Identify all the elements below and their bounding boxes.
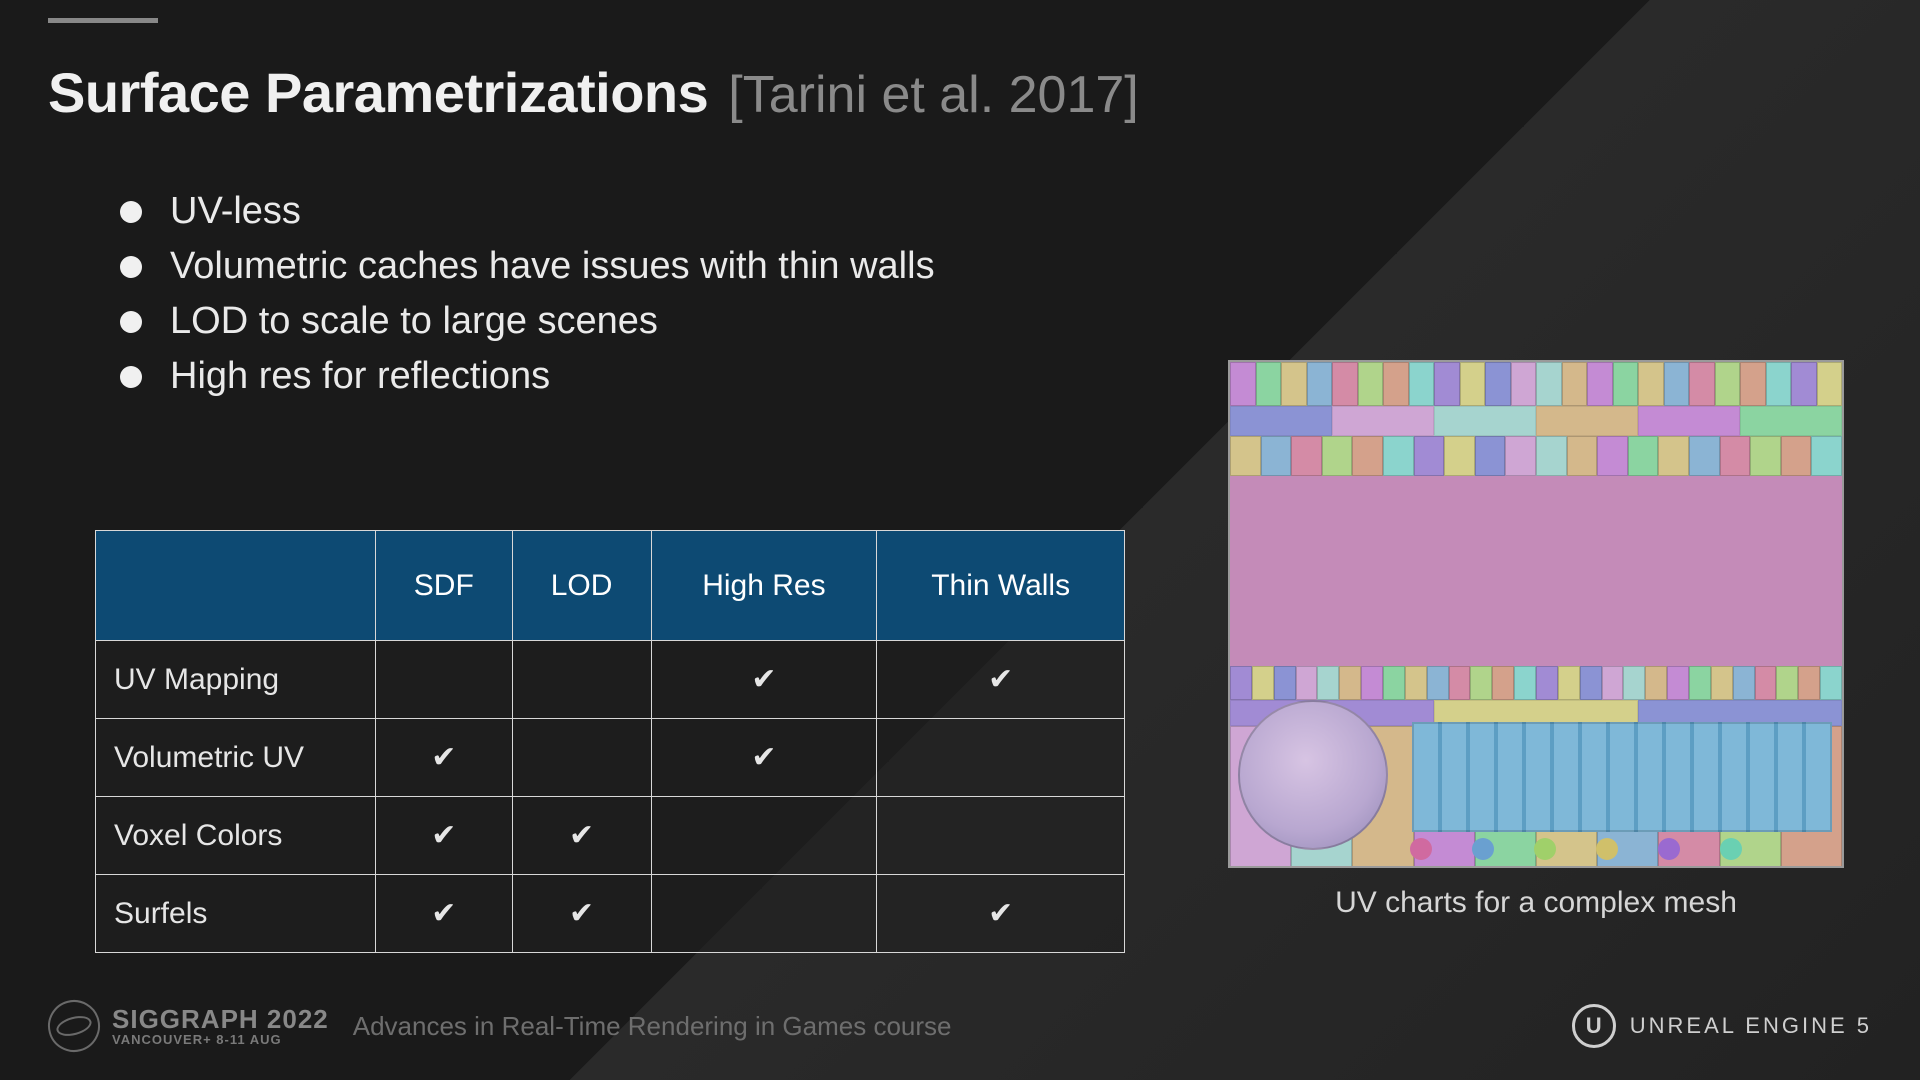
bullet-dot-icon (120, 201, 142, 223)
uv-dot (1410, 838, 1432, 860)
uv-band (1230, 666, 1842, 700)
table-cell: ✔ (512, 797, 651, 875)
table-row-label: UV Mapping (96, 641, 376, 719)
table-header-cell: LOD (512, 531, 651, 641)
table-cell (877, 719, 1125, 797)
table-cell: ✔ (376, 719, 513, 797)
table-cell: ✔ (651, 641, 877, 719)
title-citation: [Tarini et al. 2017] (728, 65, 1138, 125)
bullet-list: UV-less Volumetric caches have issues wi… (120, 190, 935, 410)
uv-greek-pattern (1412, 722, 1832, 832)
comparison-table: SDF LOD High Res Thin Walls UV Mapping✔✔… (95, 530, 1125, 953)
table-cell (512, 719, 651, 797)
bullet-text: Volumetric caches have issues with thin … (170, 245, 935, 288)
uv-dot (1534, 838, 1556, 860)
uv-band (1230, 362, 1842, 406)
table-cell: ✔ (512, 875, 651, 953)
bullet-item: LOD to scale to large scenes (120, 300, 935, 343)
table-cell (877, 797, 1125, 875)
table-header-row: SDF LOD High Res Thin Walls (96, 531, 1125, 641)
siggraph-line2: VANCOUVER+ 8-11 AUG (112, 1033, 329, 1047)
table-row: UV Mapping ✔✔ (96, 641, 1125, 719)
figure-caption: UV charts for a complex mesh (1228, 886, 1844, 920)
bullet-dot-icon (120, 311, 142, 333)
table-row: Volumetric UV✔✔ (96, 719, 1125, 797)
uv-band (1230, 436, 1842, 476)
table-header-cell: Thin Walls (877, 531, 1125, 641)
table-header-cell: SDF (376, 531, 513, 641)
bullet-item: High res for reflections (120, 355, 935, 398)
uv-scroll-shape (1238, 700, 1388, 850)
bullet-text: High res for reflections (170, 355, 550, 398)
bullet-dot-icon (120, 256, 142, 278)
table-cell (651, 797, 877, 875)
table-cell (651, 875, 877, 953)
table-cell: ✔ (651, 719, 877, 797)
table-row: Surfels✔✔✔ (96, 875, 1125, 953)
bullet-text: LOD to scale to large scenes (170, 300, 658, 343)
uv-dot (1596, 838, 1618, 860)
table-header-cell: High Res (651, 531, 877, 641)
bullet-item: Volumetric caches have issues with thin … (120, 245, 935, 288)
footer: SIGGRAPH 2022 VANCOUVER+ 8-11 AUG Advanc… (48, 1000, 1872, 1052)
course-name: Advances in Real-Time Rendering in Games… (353, 1011, 952, 1042)
uv-chart-image (1228, 360, 1844, 868)
accent-bar (48, 18, 158, 23)
table-row-label: Volumetric UV (96, 719, 376, 797)
ue-logo-text: UNREAL ENGINE 5 (1630, 1013, 1872, 1039)
table-cell (376, 641, 513, 719)
table-cell: ✔ (877, 875, 1125, 953)
bullet-dot-icon (120, 366, 142, 388)
title-main: Surface Parametrizations (48, 60, 708, 125)
uv-dot (1720, 838, 1742, 860)
table-header-cell (96, 531, 376, 641)
siggraph-text: SIGGRAPH 2022 VANCOUVER+ 8-11 AUG (112, 1006, 329, 1047)
uv-dot (1472, 838, 1494, 860)
table-cell: ✔ (376, 875, 513, 953)
ue-logo-icon: U (1572, 1004, 1616, 1048)
table-cell (512, 641, 651, 719)
table-row-label: Surfels (96, 875, 376, 953)
unreal-engine-logo: U UNREAL ENGINE 5 (1572, 1004, 1872, 1048)
table-cell: ✔ (376, 797, 513, 875)
bullet-text: UV-less (170, 190, 301, 233)
siggraph-line1: SIGGRAPH 2022 (112, 1006, 329, 1033)
table-row-label: Voxel Colors (96, 797, 376, 875)
uv-dot (1658, 838, 1680, 860)
siggraph-swirl-icon (42, 994, 106, 1058)
table-row: Voxel Colors✔✔ (96, 797, 1125, 875)
siggraph-logo: SIGGRAPH 2022 VANCOUVER+ 8-11 AUG (48, 1000, 329, 1052)
uv-band (1230, 406, 1842, 436)
bullet-item: UV-less (120, 190, 935, 233)
slide-title: Surface Parametrizations [Tarini et al. … (48, 60, 1139, 125)
uv-band (1230, 476, 1842, 666)
footer-left: SIGGRAPH 2022 VANCOUVER+ 8-11 AUG Advanc… (48, 1000, 952, 1052)
uv-dot-row (1390, 838, 1830, 860)
figure: UV charts for a complex mesh (1228, 360, 1844, 920)
table-cell: ✔ (877, 641, 1125, 719)
